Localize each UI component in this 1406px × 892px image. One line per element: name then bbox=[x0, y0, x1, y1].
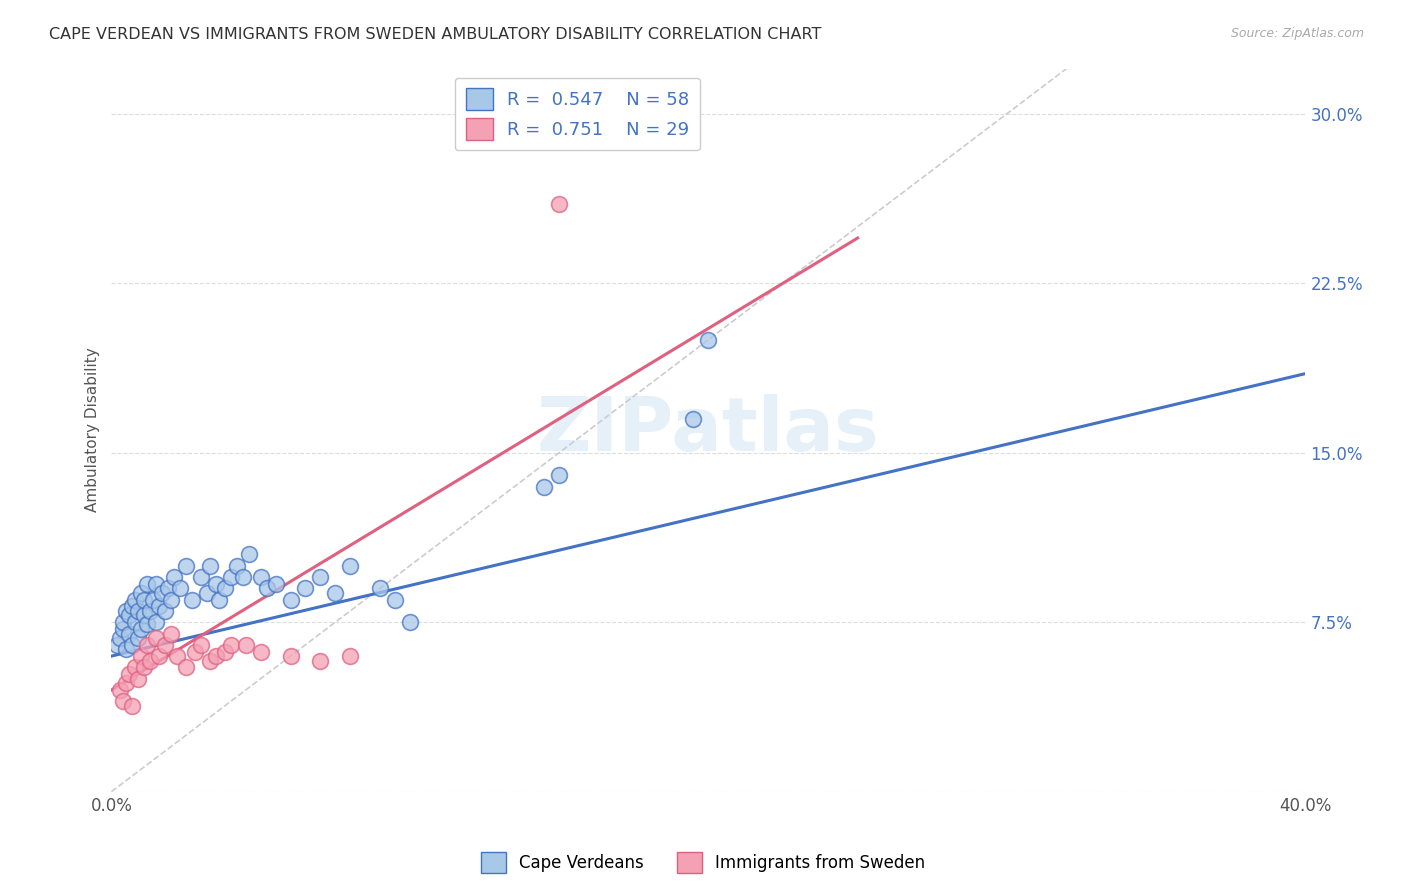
Point bbox=[142, 592, 165, 607]
Text: ZIPatlas: ZIPatlas bbox=[537, 393, 880, 467]
Point bbox=[157, 582, 180, 596]
Point bbox=[118, 608, 141, 623]
Point bbox=[115, 676, 138, 690]
Point bbox=[121, 599, 143, 614]
Point bbox=[134, 592, 156, 607]
Point bbox=[112, 622, 135, 636]
Point bbox=[174, 660, 197, 674]
Point bbox=[548, 468, 571, 483]
Point bbox=[198, 654, 221, 668]
Point bbox=[136, 576, 159, 591]
Point bbox=[339, 649, 361, 664]
Point bbox=[166, 649, 188, 664]
Point bbox=[214, 582, 236, 596]
Point bbox=[174, 558, 197, 573]
Point bbox=[697, 333, 720, 347]
Point bbox=[129, 649, 152, 664]
Point bbox=[110, 683, 132, 698]
Point bbox=[134, 660, 156, 674]
Point bbox=[127, 672, 149, 686]
Point bbox=[150, 586, 173, 600]
Point bbox=[264, 576, 287, 591]
Point bbox=[145, 615, 167, 630]
Point bbox=[225, 558, 247, 573]
Point bbox=[190, 638, 212, 652]
Point bbox=[309, 654, 332, 668]
Point bbox=[280, 592, 302, 607]
Point bbox=[399, 615, 422, 630]
Point bbox=[198, 558, 221, 573]
Point bbox=[219, 638, 242, 652]
Point bbox=[145, 631, 167, 645]
Point bbox=[121, 698, 143, 713]
Point bbox=[148, 649, 170, 664]
Point bbox=[105, 638, 128, 652]
Point bbox=[124, 660, 146, 674]
Point bbox=[118, 667, 141, 681]
Point bbox=[121, 638, 143, 652]
Point bbox=[533, 480, 555, 494]
Point bbox=[280, 649, 302, 664]
Point bbox=[256, 582, 278, 596]
Point bbox=[682, 412, 704, 426]
Point bbox=[205, 649, 228, 664]
Legend: R =  0.547    N = 58, R =  0.751    N = 29: R = 0.547 N = 58, R = 0.751 N = 29 bbox=[454, 78, 700, 151]
Point bbox=[184, 644, 207, 658]
Text: CAPE VERDEAN VS IMMIGRANTS FROM SWEDEN AMBULATORY DISABILITY CORRELATION CHART: CAPE VERDEAN VS IMMIGRANTS FROM SWEDEN A… bbox=[49, 27, 821, 42]
Point bbox=[139, 654, 162, 668]
Point bbox=[115, 642, 138, 657]
Text: Source: ZipAtlas.com: Source: ZipAtlas.com bbox=[1230, 27, 1364, 40]
Point bbox=[153, 638, 176, 652]
Point bbox=[134, 608, 156, 623]
Point bbox=[136, 617, 159, 632]
Point bbox=[129, 622, 152, 636]
Point bbox=[124, 615, 146, 630]
Point bbox=[249, 570, 271, 584]
Point bbox=[249, 644, 271, 658]
Point bbox=[136, 638, 159, 652]
Point bbox=[118, 626, 141, 640]
Y-axis label: Ambulatory Disability: Ambulatory Disability bbox=[86, 348, 100, 513]
Point bbox=[384, 592, 406, 607]
Point bbox=[124, 592, 146, 607]
Point bbox=[309, 570, 332, 584]
Point bbox=[548, 197, 571, 211]
Point bbox=[181, 592, 204, 607]
Point bbox=[339, 558, 361, 573]
Point bbox=[294, 582, 316, 596]
Point bbox=[112, 615, 135, 630]
Point bbox=[205, 576, 228, 591]
Point bbox=[112, 694, 135, 708]
Point bbox=[129, 586, 152, 600]
Point bbox=[110, 631, 132, 645]
Point bbox=[160, 626, 183, 640]
Legend: Cape Verdeans, Immigrants from Sweden: Cape Verdeans, Immigrants from Sweden bbox=[474, 846, 932, 880]
Point bbox=[163, 570, 186, 584]
Point bbox=[195, 586, 218, 600]
Point bbox=[232, 570, 254, 584]
Point bbox=[214, 644, 236, 658]
Point bbox=[127, 631, 149, 645]
Point bbox=[145, 576, 167, 591]
Point bbox=[190, 570, 212, 584]
Point bbox=[169, 582, 191, 596]
Point bbox=[160, 592, 183, 607]
Point bbox=[153, 604, 176, 618]
Point bbox=[235, 638, 257, 652]
Point bbox=[238, 548, 260, 562]
Point bbox=[115, 604, 138, 618]
Point bbox=[219, 570, 242, 584]
Point bbox=[148, 599, 170, 614]
Point bbox=[368, 582, 391, 596]
Point bbox=[127, 604, 149, 618]
Point bbox=[208, 592, 231, 607]
Point bbox=[139, 604, 162, 618]
Point bbox=[323, 586, 346, 600]
